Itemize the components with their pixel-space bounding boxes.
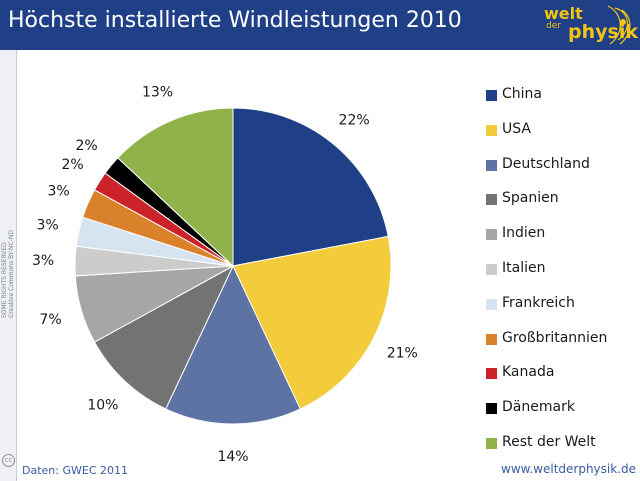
welt-der-physik-logo[interactable]: welt der physik <box>520 0 640 50</box>
data-label-7: 3% <box>48 184 70 200</box>
data-label-10: 13% <box>142 85 173 101</box>
legend-swatch-0 <box>486 90 497 101</box>
legend-label-10: Rest der Welt <box>502 434 596 450</box>
legend-label-7: Großbritannien <box>502 329 608 346</box>
data-label-0: 22% <box>339 113 370 129</box>
legend-label-2: Deutschland <box>502 155 590 172</box>
legend-label-5: Italien <box>502 260 546 276</box>
legend-label-3: Spanien <box>502 190 559 207</box>
logo-swirl-icon <box>607 5 631 45</box>
data-label-6: 3% <box>36 218 58 234</box>
logo-text-der: der <box>546 21 561 31</box>
header-bar: Höchste installierte Windleistungen 2010… <box>0 0 640 50</box>
legend-swatch-8 <box>486 368 497 380</box>
website-link[interactable]: www.weltderphysik.de <box>501 462 636 476</box>
legend-label-6: Frankreich <box>502 294 575 311</box>
legend-label-1: USA <box>502 120 531 137</box>
legend-swatch-6 <box>486 298 497 310</box>
legend-swatch-4 <box>486 229 497 241</box>
pie-slice-usa <box>232 235 392 410</box>
legend-swatch-5 <box>486 264 497 275</box>
legend-swatch-2 <box>486 159 497 171</box>
pie-slice-rest-der-welt <box>117 107 234 268</box>
legend-swatch-7 <box>486 333 497 345</box>
logo-text-welt: welt <box>544 4 583 23</box>
pie-slice-china <box>232 107 389 267</box>
legend-swatch-9 <box>486 403 497 415</box>
legend-swatch-3 <box>486 194 497 206</box>
legend-swatch-1 <box>486 124 497 136</box>
creative-commons-icon: cc <box>2 454 15 467</box>
pie-slice-deutschland <box>165 264 301 425</box>
data-label-5: 3% <box>32 253 54 269</box>
legend-label-9: Dänemark <box>502 399 575 416</box>
legend-label-8: Kanada <box>502 364 555 381</box>
data-label-3: 10% <box>87 398 118 414</box>
legend-swatch-10 <box>486 438 497 449</box>
legend-label-0: China <box>502 86 542 102</box>
pie-slice-spanien <box>93 264 235 410</box>
data-label-1: 21% <box>387 345 418 361</box>
left-sidebar-strip: SOME RIGHTS RESERVED Creative Commons BY… <box>0 50 17 481</box>
page-title: Höchste installierte Windleistungen 2010 <box>8 8 462 33</box>
data-source-credit: Daten: GWEC 2011 <box>22 464 128 477</box>
data-label-8: 2% <box>61 157 83 173</box>
data-label-9: 2% <box>75 138 97 154</box>
data-label-4: 7% <box>39 312 61 328</box>
logo-text-physik: physik <box>568 21 638 43</box>
legend-label-4: Indien <box>502 225 546 242</box>
data-label-2: 14% <box>217 449 248 465</box>
